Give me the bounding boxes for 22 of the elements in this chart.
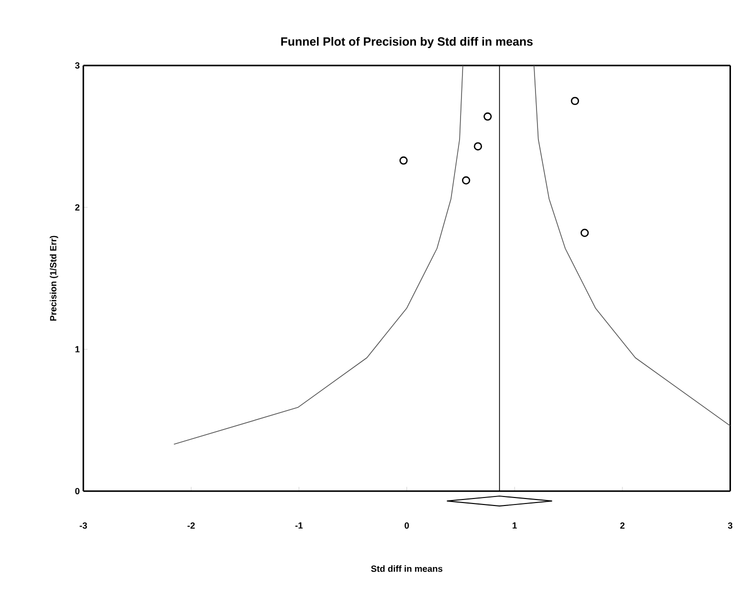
line-series bbox=[174, 64, 464, 445]
x-tick-label: -1 bbox=[295, 522, 303, 528]
line-series bbox=[534, 64, 731, 426]
point bbox=[474, 142, 482, 150]
point bbox=[462, 176, 470, 184]
point bbox=[484, 112, 492, 121]
x-tick-label: -2 bbox=[188, 522, 195, 529]
point bbox=[570, 96, 580, 105]
x-tick-label: 1 bbox=[512, 522, 517, 528]
y-axis-title: Precision (1/Std Err) bbox=[50, 236, 58, 321]
x-tick-label: 0 bbox=[404, 522, 409, 529]
y-tick-label: 0 bbox=[75, 488, 80, 494]
point bbox=[399, 156, 408, 165]
x-tick-label: -3 bbox=[80, 522, 87, 529]
x-tick-label: 3 bbox=[728, 522, 732, 529]
x-tick-label: 2 bbox=[620, 522, 625, 529]
y-tick-label: 2 bbox=[75, 204, 80, 210]
point bbox=[580, 228, 589, 237]
y-tick-label: 3 bbox=[75, 62, 80, 69]
x-axis-title: Std diff in means bbox=[371, 565, 442, 572]
chart-title: Funnel Plot of Precision by Std diff in means bbox=[281, 36, 533, 48]
y-tick-label: 1 bbox=[75, 346, 80, 352]
